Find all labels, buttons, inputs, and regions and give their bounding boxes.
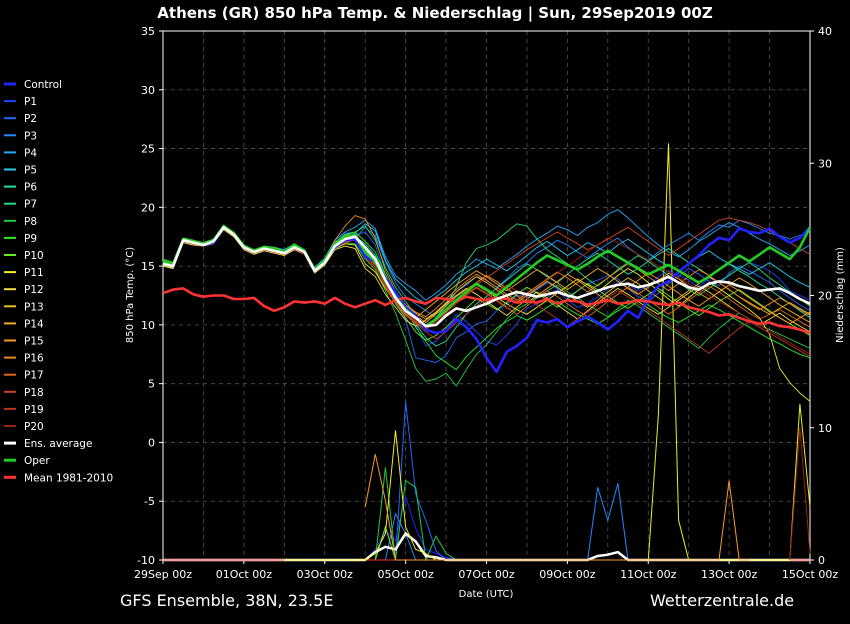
y-tick-label-left: 25 bbox=[141, 143, 155, 156]
legend-label-p9: P9 bbox=[24, 233, 37, 245]
y-tick-label-right: 20 bbox=[818, 290, 832, 303]
legend-label-oper: Oper bbox=[24, 455, 50, 467]
legend-label-p8: P8 bbox=[24, 216, 37, 228]
grid bbox=[163, 30, 810, 561]
temp-line-mean-1981-2010 bbox=[162, 287, 811, 335]
x-tick-label: 29Sep 00z bbox=[134, 568, 192, 581]
legend-label-p18: P18 bbox=[24, 387, 44, 399]
legend-label-p7: P7 bbox=[24, 199, 37, 211]
footer-model-info: GFS Ensemble, 38N, 23.5E bbox=[120, 591, 333, 610]
legend-label-p6: P6 bbox=[24, 182, 37, 194]
legend-label-p14: P14 bbox=[24, 318, 44, 330]
legend-label-p1: P1 bbox=[24, 96, 37, 108]
x-tick-label: 07Oct 00z bbox=[458, 568, 515, 581]
legend-label-p20: P20 bbox=[24, 421, 44, 433]
precip-series bbox=[163, 143, 811, 562]
x-axis-label: Date (UTC) bbox=[459, 589, 514, 600]
legend-label-mean-1981-2010: Mean 1981-2010 bbox=[24, 472, 113, 484]
x-tick-label: 01Oct 00z bbox=[216, 568, 273, 581]
y-tick-label-right: 10 bbox=[818, 422, 832, 435]
temp-line-oper bbox=[162, 224, 812, 328]
legend-label-p2: P2 bbox=[24, 113, 37, 125]
x-tick-label: 05Oct 00z bbox=[377, 568, 434, 581]
legend-label-p15: P15 bbox=[24, 336, 44, 348]
y-tick-label-right: 40 bbox=[818, 25, 832, 38]
y-tick-label-left: 10 bbox=[141, 319, 155, 332]
y-tick-label-left: 15 bbox=[141, 260, 155, 273]
temp-line-ens-average bbox=[162, 226, 811, 328]
chart-title: Athens (GR) 850 hPa Temp. & Niederschlag… bbox=[157, 4, 713, 23]
x-tick-label: 11Oct 00z bbox=[620, 568, 677, 581]
legend-label-p3: P3 bbox=[24, 130, 37, 142]
legend-label-ens-average: Ens. average bbox=[24, 438, 92, 450]
y-axis-right-label: Niederschlag (mm) bbox=[835, 247, 846, 343]
x-tick-label: 09Oct 00z bbox=[539, 568, 596, 581]
legend-label-p13: P13 bbox=[24, 301, 44, 313]
y-tick-label-left: 20 bbox=[141, 201, 155, 214]
x-tick-label: 15Oct 00z bbox=[782, 568, 839, 581]
legend-label-control: Control bbox=[24, 79, 62, 91]
legend-label-p19: P19 bbox=[24, 404, 44, 416]
y-tick-label-right: 30 bbox=[818, 157, 832, 170]
legend-label-p11: P11 bbox=[24, 267, 44, 279]
y-tick-label-left: 35 bbox=[141, 25, 155, 38]
temp-series bbox=[162, 209, 812, 402]
precip-line-p20-event bbox=[789, 427, 811, 561]
x-tick-label: 03Oct 00z bbox=[297, 568, 354, 581]
legend-label-p10: P10 bbox=[24, 250, 44, 262]
x-tick-label: 13Oct 00z bbox=[701, 568, 758, 581]
legend-label-p12: P12 bbox=[24, 284, 44, 296]
footer-site: Wetterzentrale.de bbox=[650, 591, 794, 610]
y-tick-label-right: 0 bbox=[818, 554, 825, 567]
legend-label-p4: P4 bbox=[24, 147, 37, 159]
y-tick-label-left: -10 bbox=[137, 554, 155, 567]
legend-label-p17: P17 bbox=[24, 370, 44, 382]
y-tick-label-left: 30 bbox=[141, 84, 155, 97]
y-tick-label-left: -5 bbox=[144, 495, 155, 508]
precip-line-p15-event bbox=[364, 454, 750, 561]
legend-label-p5: P5 bbox=[24, 165, 37, 177]
legend: Control P1 P2 P3 P4 P5 P6 P7 P8 P9 P10 P11 P12 P13 P14… bbox=[4, 79, 113, 484]
y-tick-label-left: 5 bbox=[148, 378, 155, 391]
y-tick-label-left: 0 bbox=[148, 436, 155, 449]
y-axis-left-label: 850 hPa Temp. (°C) bbox=[125, 247, 136, 343]
legend-label-p16: P16 bbox=[24, 353, 44, 365]
